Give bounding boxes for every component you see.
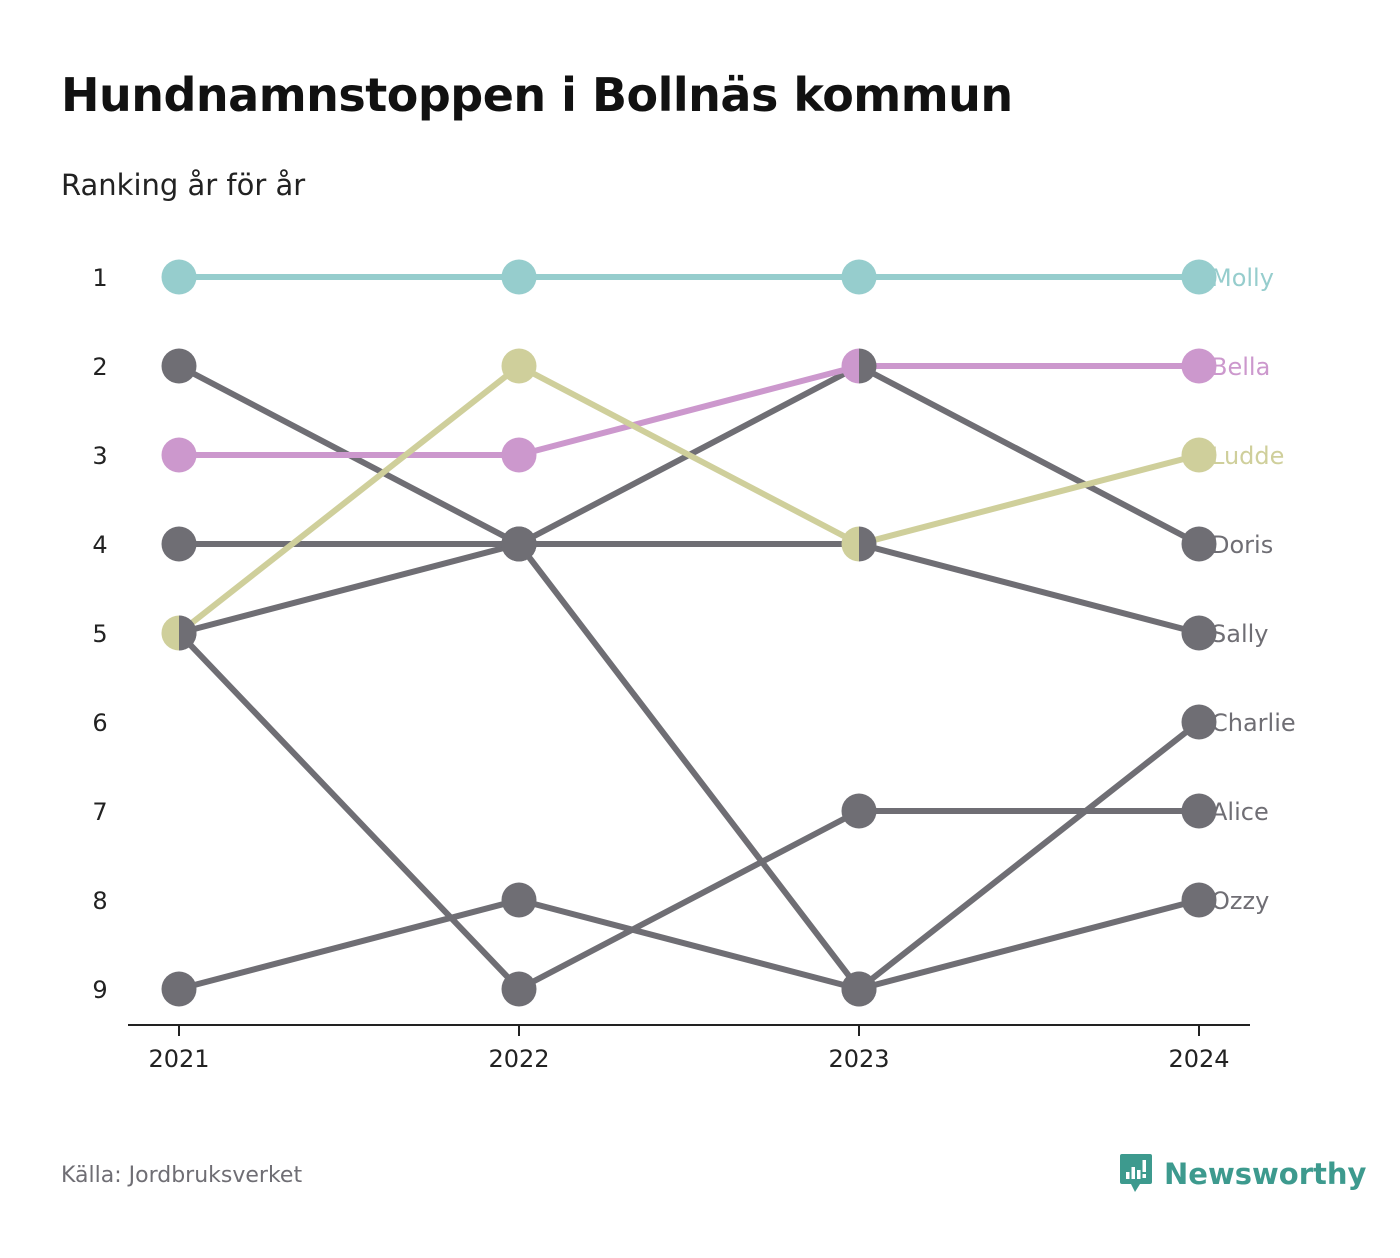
chart-title: Hundnamnstoppen i Bollnäs kommun bbox=[61, 68, 1013, 122]
data-point-doris bbox=[161, 526, 197, 562]
series-line-bella bbox=[179, 363, 1199, 458]
data-point-doris bbox=[1181, 526, 1217, 562]
data-point-charlie bbox=[501, 526, 537, 562]
data-point-ozzy bbox=[841, 971, 877, 1007]
y-tick-label: 9 bbox=[92, 976, 107, 1004]
x-tick-label: 2023 bbox=[828, 1045, 889, 1073]
series-line-ozzy bbox=[178, 897, 1200, 992]
series-label-molly: Molly bbox=[1211, 264, 1274, 292]
data-point-ozzy bbox=[1181, 882, 1217, 918]
source-note: Källa: Jordbruksverket bbox=[61, 1163, 303, 1188]
data-point-alice bbox=[841, 793, 877, 829]
series-line-ludde bbox=[177, 363, 1200, 636]
data-point-bella bbox=[841, 348, 859, 384]
data-point-bella bbox=[1181, 348, 1217, 384]
y-tick-label: 7 bbox=[92, 798, 107, 826]
data-point-molly bbox=[841, 259, 877, 295]
chart-subtitle: Ranking år för år bbox=[61, 168, 306, 202]
data-point-molly bbox=[1181, 259, 1217, 295]
x-tick-label: 2021 bbox=[148, 1045, 209, 1073]
x-tick-label: 2022 bbox=[488, 1045, 549, 1073]
series-line-alice bbox=[176, 630, 1199, 992]
series-line-charlie bbox=[178, 541, 1201, 992]
y-tick-label: 6 bbox=[92, 709, 107, 737]
y-axis-ticks: 1 2 3 4 5 6 7 8 9 bbox=[92, 264, 107, 1004]
series-label-sally: Sally bbox=[1211, 620, 1268, 648]
y-tick-label: 2 bbox=[92, 353, 107, 381]
brand-logo: Newsworthy bbox=[1118, 1152, 1366, 1196]
data-point-ozzy bbox=[501, 882, 537, 918]
series-label-doris: Doris bbox=[1211, 531, 1273, 559]
series-label-bella: Bella bbox=[1211, 353, 1270, 381]
data-point-ludde bbox=[501, 348, 537, 384]
data-point-doris bbox=[859, 348, 877, 384]
data-point-alice bbox=[179, 615, 197, 651]
y-tick-label: 1 bbox=[92, 264, 107, 292]
series-lines bbox=[176, 274, 1201, 992]
data-point-ludde bbox=[1181, 437, 1217, 473]
data-point-ozzy bbox=[161, 971, 197, 1007]
x-axis-ticks: 2021 2022 2023 2024 bbox=[148, 1025, 1230, 1073]
brand-name: Newsworthy bbox=[1164, 1157, 1367, 1191]
series-label-charlie: Charlie bbox=[1211, 709, 1296, 737]
series-label-alice: Alice bbox=[1211, 798, 1269, 826]
series-points bbox=[161, 259, 1217, 1007]
data-point-molly bbox=[501, 259, 537, 295]
data-point-charlie bbox=[1181, 704, 1217, 740]
data-point-bella bbox=[161, 437, 197, 473]
series-labels: Molly Bella Ludde Doris Sally Charlie Alice Ozz… bbox=[1211, 264, 1296, 915]
data-point-ludde bbox=[161, 615, 179, 651]
y-tick-label: 8 bbox=[92, 887, 107, 915]
data-point-bella bbox=[501, 437, 537, 473]
y-tick-label: 3 bbox=[92, 442, 107, 470]
y-tick-label: 5 bbox=[92, 620, 107, 648]
data-point-sally bbox=[859, 526, 877, 562]
data-point-sally bbox=[161, 348, 197, 384]
newsworthy-logo-icon bbox=[1120, 1154, 1152, 1192]
data-point-molly bbox=[161, 259, 197, 295]
data-point-alice bbox=[1181, 793, 1217, 829]
data-point-ludde bbox=[841, 526, 859, 562]
y-tick-label: 4 bbox=[92, 531, 107, 559]
series-label-ludde: Ludde bbox=[1211, 442, 1284, 470]
series-label-ozzy: Ozzy bbox=[1211, 887, 1269, 915]
data-point-alice bbox=[501, 971, 537, 1007]
data-point-sally bbox=[1181, 615, 1217, 651]
x-tick-label: 2024 bbox=[1168, 1045, 1229, 1073]
